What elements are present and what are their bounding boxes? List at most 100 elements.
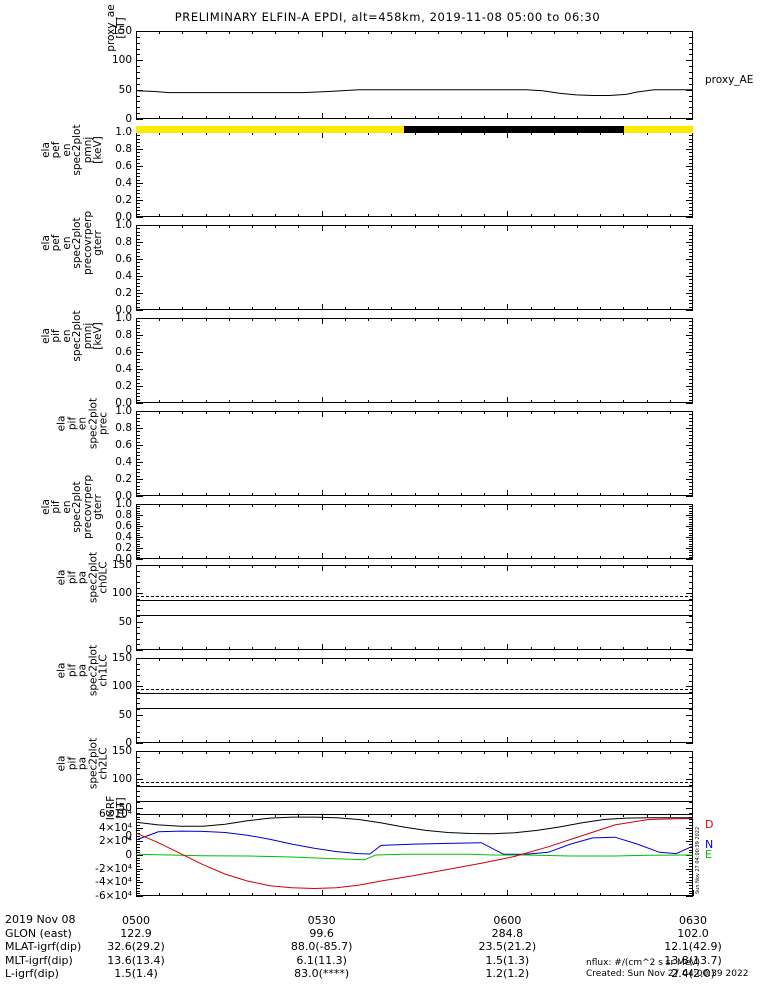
minor-tick [689, 813, 693, 814]
x-minor-tick [182, 411, 183, 414]
x-minor-tick [461, 493, 462, 496]
minor-tick [136, 190, 140, 191]
tick-mark [686, 428, 693, 429]
y-tick-label: 0.0 [115, 210, 132, 223]
minor-tick [136, 465, 140, 466]
minor-tick [689, 359, 693, 360]
minor-tick [136, 610, 140, 611]
y-axis-title-line: pef [50, 141, 62, 158]
y-axis-title-line: gterr [92, 229, 104, 256]
y-tick-label: 0.8 [115, 142, 132, 155]
x-minor-tick [647, 751, 648, 754]
panel-ela-pif-pa-ch0lc [136, 565, 693, 650]
minor-tick [689, 452, 693, 453]
x-minor-tick [647, 565, 648, 568]
x-minor-tick [438, 411, 439, 414]
tick-mark [686, 855, 693, 856]
minor-tick [136, 796, 140, 797]
x-minor-tick [554, 658, 555, 661]
minor-tick [136, 493, 140, 494]
x-minor-tick [623, 504, 624, 507]
tick-mark [136, 593, 143, 594]
tick-mark [686, 462, 693, 463]
tick-mark [686, 445, 693, 446]
minor-tick [136, 266, 140, 267]
x-minor-tick [484, 647, 485, 650]
x-minor-tick [577, 318, 578, 321]
y-tick-label: 100 [111, 54, 132, 67]
x-minor-tick [182, 318, 183, 321]
tick-mark [686, 593, 693, 594]
minor-tick [689, 49, 693, 50]
minor-tick [689, 539, 693, 540]
minor-tick [136, 193, 140, 194]
y-tick-label: 100 [111, 680, 132, 693]
minor-tick [136, 839, 140, 840]
tick-mark [686, 882, 693, 883]
x-minor-tick [159, 647, 160, 650]
minor-tick [136, 599, 140, 600]
x-minor-tick [229, 307, 230, 310]
status-bar-segment-2 [624, 126, 693, 133]
minor-tick [689, 256, 693, 257]
minor-tick [136, 146, 140, 147]
tick-mark [136, 445, 143, 446]
y-tick-label: 1.0 [115, 404, 132, 417]
x-minor-tick [275, 658, 276, 661]
minor-tick [136, 49, 140, 50]
tick-mark [686, 166, 693, 167]
minor-tick [136, 448, 140, 449]
minor-tick [136, 163, 140, 164]
x-minor-tick [623, 225, 624, 228]
tick-mark [136, 504, 143, 505]
x-minor-tick [600, 565, 601, 568]
minor-tick [136, 530, 140, 531]
minor-tick [136, 332, 140, 333]
x-minor-tick [252, 318, 253, 321]
x-minor-tick [252, 565, 253, 568]
y-tick-label: 50 [118, 83, 132, 96]
footer-value-mlt: 13.6(13.4) [107, 953, 165, 967]
x-minor-tick [322, 318, 323, 324]
tick-mark [136, 855, 143, 856]
x-minor-tick [229, 751, 230, 754]
tick-mark [686, 548, 693, 549]
minor-tick [136, 675, 140, 676]
x-minor-tick [345, 411, 346, 414]
minor-tick [136, 355, 140, 356]
minor-tick [136, 438, 140, 439]
x-minor-tick [647, 647, 648, 650]
minor-tick [689, 774, 693, 775]
minor-tick [136, 107, 140, 108]
tick-mark [686, 751, 693, 752]
minor-tick [689, 627, 693, 628]
tick-mark [686, 526, 693, 527]
x-minor-tick [159, 658, 160, 661]
minor-tick [136, 169, 140, 170]
x-minor-tick [507, 318, 508, 324]
y-tick-label: 0.2 [115, 193, 132, 206]
y-tick-label: 0.0 [115, 303, 132, 316]
x-minor-tick [391, 132, 392, 135]
x-minor-tick [647, 225, 648, 228]
minor-tick [136, 893, 140, 894]
tick-mark [136, 293, 143, 294]
x-minor-tick [670, 318, 671, 321]
status-bar-segment-1 [404, 126, 625, 133]
x-minor-tick [461, 658, 462, 661]
minor-tick [689, 833, 693, 834]
x-minor-tick [206, 658, 207, 661]
y-tick-label: 150 [111, 651, 132, 664]
x-minor-tick [345, 740, 346, 743]
minor-tick [689, 768, 693, 769]
minor-tick [136, 214, 140, 215]
x-minor-tick [507, 411, 508, 417]
x-minor-tick [670, 647, 671, 650]
x-tick-label: 0500 [122, 914, 150, 927]
minor-tick [689, 802, 693, 803]
x-minor-tick [623, 307, 624, 310]
x-minor-tick [647, 504, 648, 507]
x-minor-tick [484, 493, 485, 496]
minor-tick [689, 146, 693, 147]
y-tick-label: 0.0 [115, 489, 132, 502]
